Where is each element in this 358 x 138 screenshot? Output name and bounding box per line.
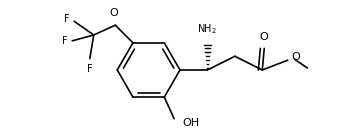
Text: O: O — [109, 8, 118, 18]
Text: F: F — [62, 36, 67, 46]
Text: OH: OH — [182, 118, 199, 128]
Text: NH$_2$: NH$_2$ — [198, 22, 217, 36]
Text: F: F — [87, 64, 93, 74]
Text: O: O — [259, 32, 268, 42]
Text: O: O — [292, 52, 300, 62]
Text: F: F — [64, 14, 69, 24]
